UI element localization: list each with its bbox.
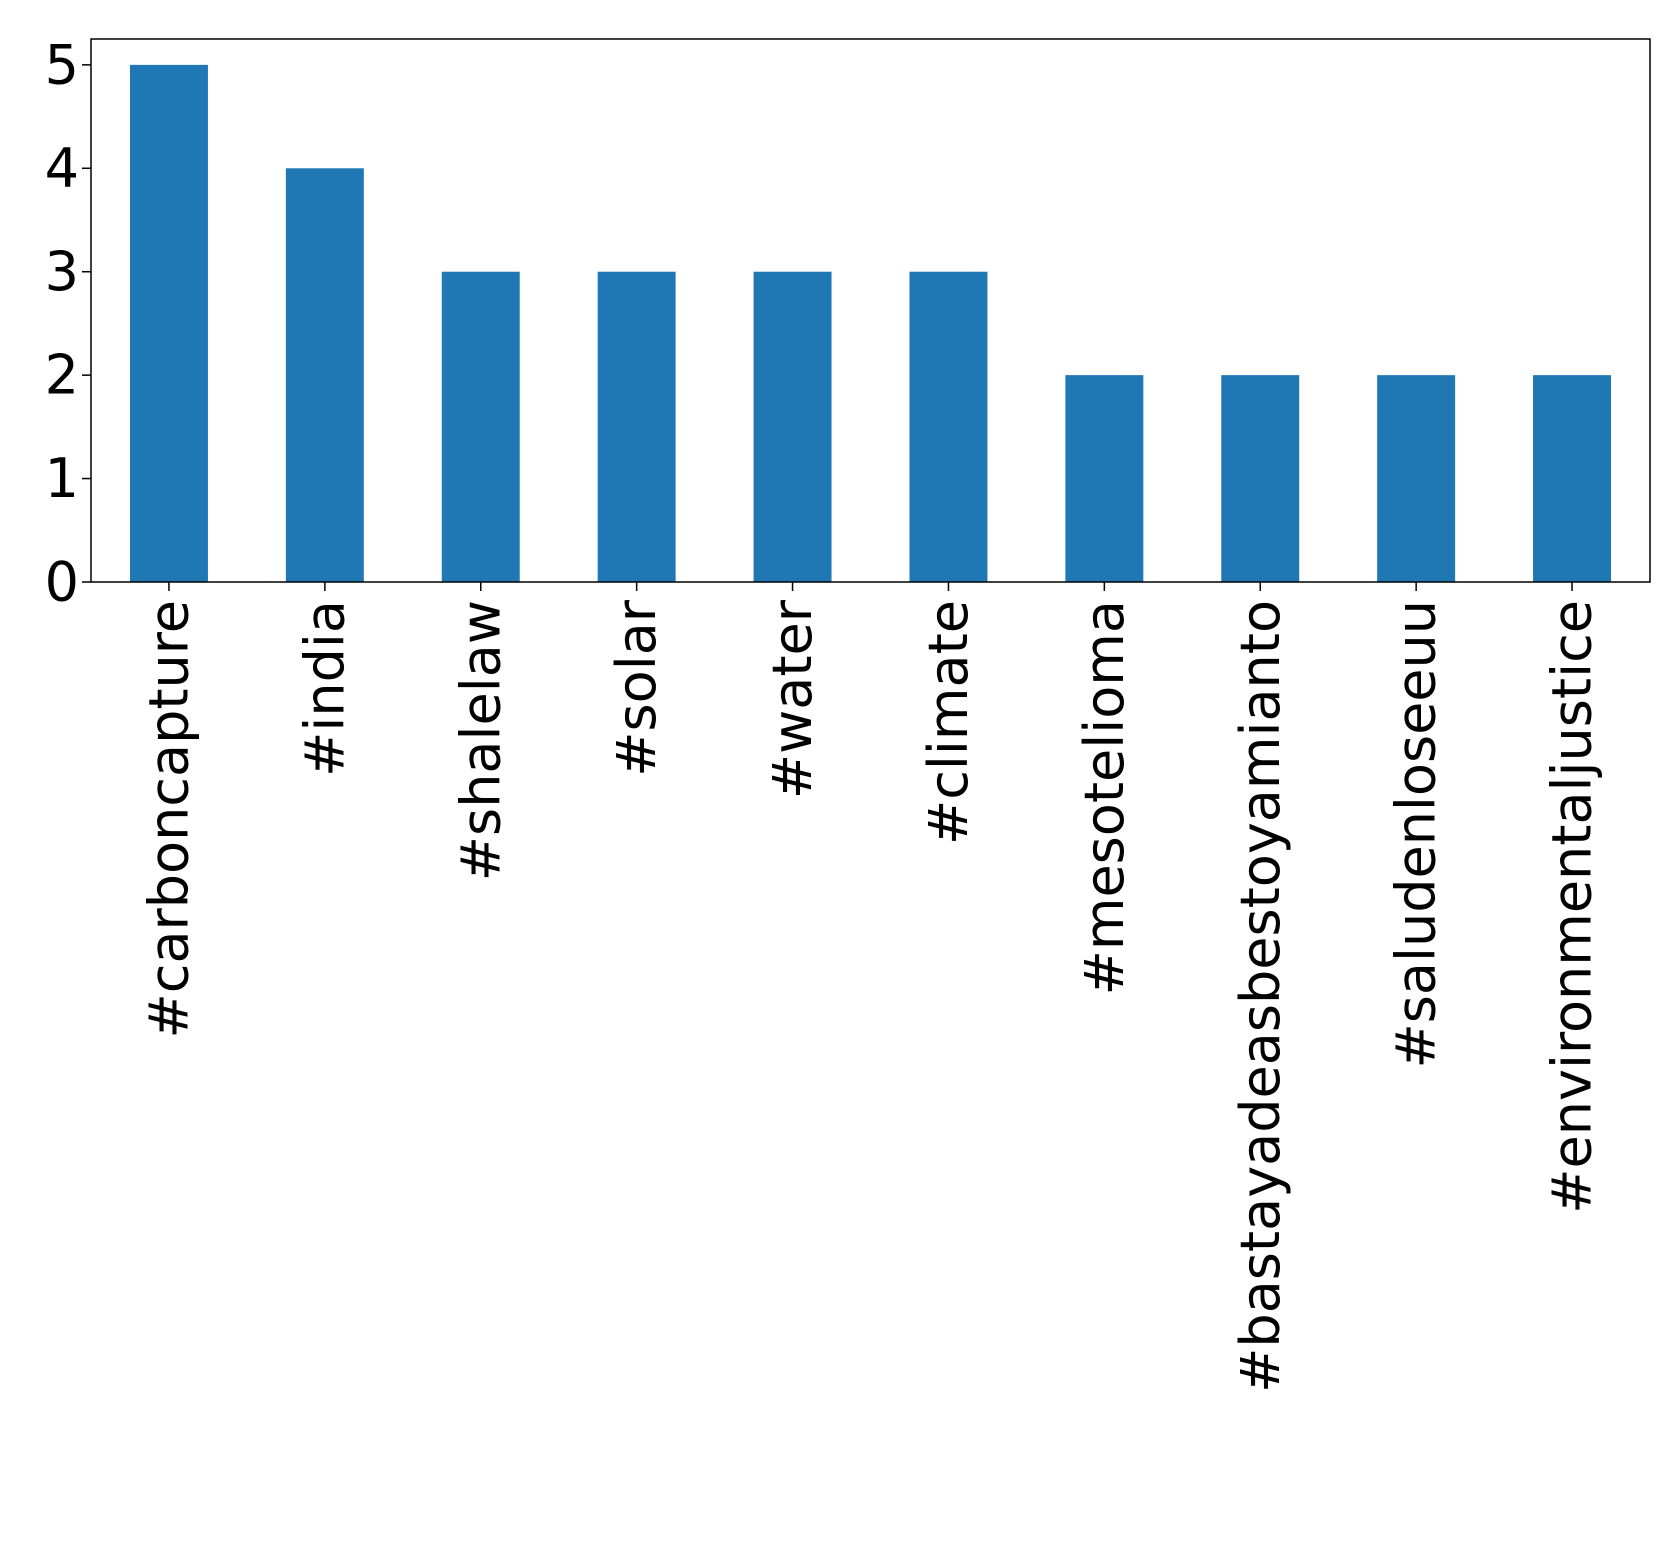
y-tick-label: 4: [45, 137, 79, 200]
y-tick-label: 0: [45, 551, 79, 614]
bar-bastayadeasbestoyamianto: [1221, 375, 1300, 582]
x-tick-label: #environmentaljustice: [1541, 600, 1604, 1214]
x-tick-label: #bastayadeasbestoyamianto: [1229, 600, 1292, 1393]
bars-layer: [129, 64, 1612, 583]
y-tick-label: 1: [45, 447, 79, 510]
bar-environmentaljustice: [1533, 375, 1612, 582]
plot-frame: [90, 38, 1651, 583]
bar-saludenloseeuu: [1377, 375, 1456, 582]
x-tick-label: #saludenloseeuu: [1385, 600, 1448, 1069]
bar-carboncapture: [129, 64, 208, 583]
y-tick-label: 2: [45, 344, 79, 407]
bar-climate: [909, 271, 988, 582]
x-tick-label: #climate: [917, 600, 980, 845]
y-axis: 0 1 2 3 4 5: [45, 33, 91, 614]
x-tick-label: #mesotelioma: [1073, 600, 1136, 995]
x-tick-label: #solar: [605, 599, 668, 777]
y-tick-label: 3: [45, 240, 79, 303]
bar-water: [753, 271, 832, 582]
x-tick-label: #water: [761, 599, 824, 799]
bar-shalelaw: [441, 271, 520, 582]
bar-solar: [597, 271, 676, 582]
x-tick-label: #india: [293, 600, 356, 777]
y-tick-label: 5: [45, 33, 79, 96]
x-axis: #carboncapture #india #shalelaw #solar #wate…: [137, 582, 1604, 1393]
bar-mesotelioma: [1065, 375, 1144, 582]
x-tick-label: #shalelaw: [449, 600, 512, 881]
bar-india: [285, 168, 364, 583]
x-tick-label: #carboncapture: [137, 600, 200, 1038]
